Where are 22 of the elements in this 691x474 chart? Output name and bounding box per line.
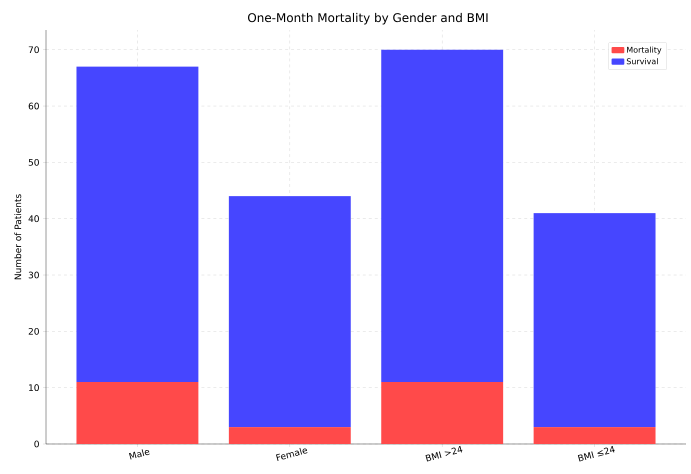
y-axis-title: Number of Patients bbox=[14, 194, 22, 280]
y-tick-label: 60 bbox=[28, 102, 39, 110]
bar bbox=[381, 382, 504, 444]
x-tick-label: BMI ≤24 bbox=[578, 446, 615, 462]
bar bbox=[534, 427, 656, 444]
y-tick-label: 70 bbox=[28, 46, 39, 54]
y-tick-label: 20 bbox=[28, 328, 39, 335]
x-tick-label: Male bbox=[129, 449, 150, 460]
bar bbox=[534, 213, 656, 428]
x-tick-label: Female bbox=[276, 448, 308, 461]
y-tick-label: 30 bbox=[28, 272, 39, 278]
y-tick-label: 10 bbox=[29, 384, 39, 392]
bar bbox=[381, 50, 504, 382]
y-tick-label: 0 bbox=[34, 440, 39, 448]
bar bbox=[76, 382, 198, 444]
bar bbox=[76, 66, 198, 382]
y-tick-label: 40 bbox=[28, 215, 39, 222]
bar bbox=[228, 427, 351, 444]
y-tick-label: 50 bbox=[28, 158, 39, 166]
x-tick-label: BMI >24 bbox=[425, 446, 462, 462]
bar bbox=[228, 196, 351, 428]
chart-title: One-Month Mortality by Gender and BMI bbox=[248, 12, 488, 24]
